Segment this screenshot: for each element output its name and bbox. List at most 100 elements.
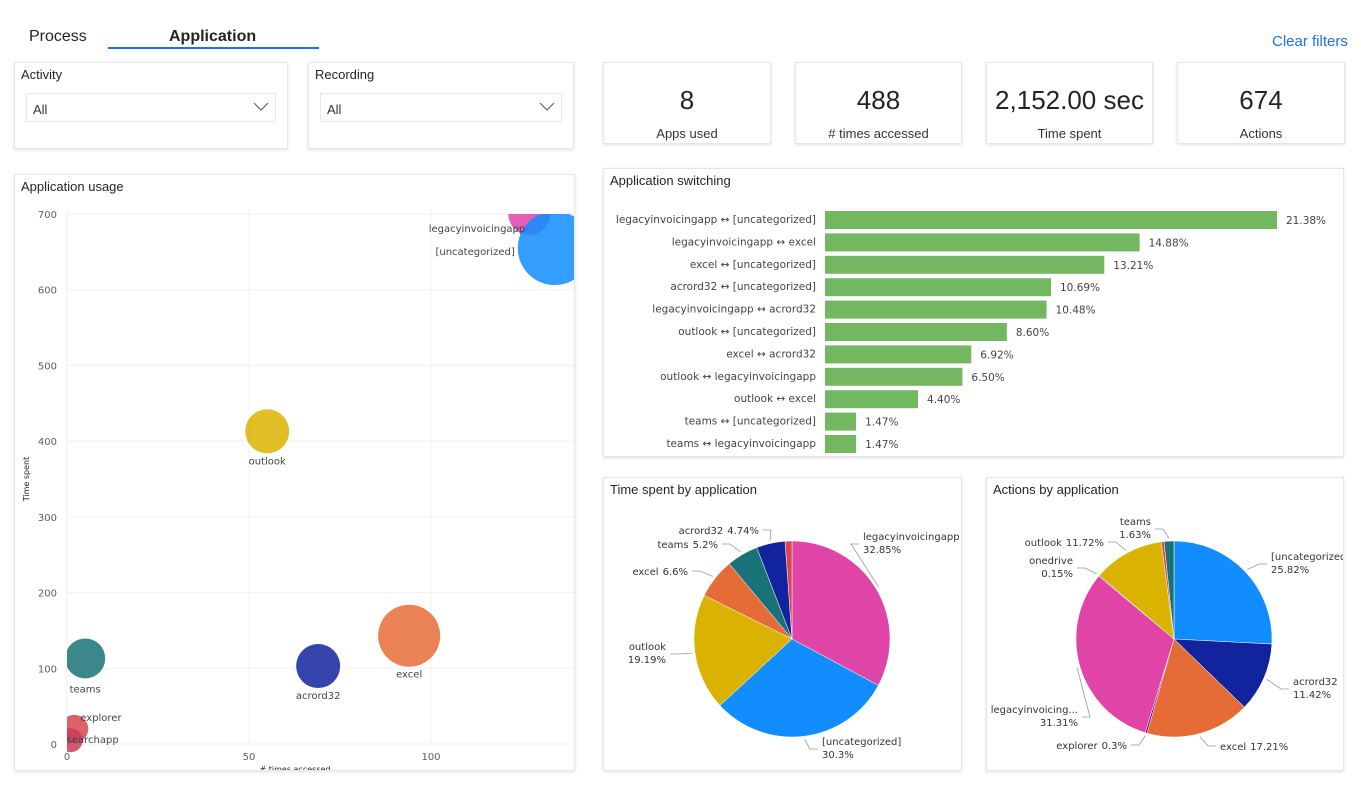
bubbles bbox=[67, 214, 574, 753]
bar-chart: legacyinvoicingapp ↔ [uncategorized] 21.3… bbox=[616, 211, 1326, 453]
leader-line bbox=[1077, 567, 1097, 575]
bar-category-label: excel ↔ acrord32 bbox=[726, 348, 816, 360]
pie-label: legacyinvoicingapp 32.85% bbox=[863, 532, 960, 556]
slice-name: legacyinvoicingapp bbox=[863, 532, 960, 543]
slice-name: explorer bbox=[1056, 741, 1098, 752]
pie-label: explorer 0.3% bbox=[1056, 741, 1127, 752]
chart-title: Application usage bbox=[21, 179, 124, 194]
kpi-label: Apps used bbox=[656, 126, 718, 141]
bar bbox=[825, 323, 1007, 341]
kpi-value: 8 bbox=[679, 85, 695, 115]
chevron-down-icon bbox=[539, 102, 555, 111]
slice-percent: 11.72% bbox=[1066, 538, 1104, 549]
slicer-title: Activity bbox=[21, 67, 63, 82]
chart-title: Actions by application bbox=[993, 482, 1119, 497]
y-tick-label: 600 bbox=[38, 286, 57, 297]
bar-data-label: 6.50% bbox=[971, 372, 1004, 384]
bubble-outlook bbox=[245, 409, 290, 454]
scatter-plot: 0 100 200 300 400 500 600 700 0 50 100 # times acce… bbox=[22, 210, 574, 770]
bubble-label: [uncategorized] bbox=[435, 247, 514, 258]
pie-label: acrord32 4.74% bbox=[679, 526, 759, 537]
leader-line bbox=[670, 652, 693, 655]
bar-data-label: 1.47% bbox=[865, 439, 898, 451]
recording-dropdown[interactable]: All bbox=[320, 93, 562, 122]
kpi-time-spent: 2,152.00 sec Time spent bbox=[986, 62, 1153, 144]
slice-percent: 5.2% bbox=[693, 540, 718, 551]
slice-percent: 0.3% bbox=[1102, 741, 1127, 752]
slice-percent: 19.19% bbox=[628, 655, 666, 666]
bar-category-label: excel ↔ [uncategorized] bbox=[690, 259, 816, 271]
bar-category-label: teams ↔ [uncategorized] bbox=[685, 416, 816, 428]
bar bbox=[825, 300, 1047, 319]
bar bbox=[825, 233, 1140, 252]
bar-data-label: 4.40% bbox=[927, 394, 960, 406]
slice-name: onedrive bbox=[1029, 556, 1073, 567]
pie-label: excel 6.6% bbox=[632, 567, 688, 578]
bar-category-label: outlook ↔ [uncategorized] bbox=[678, 326, 816, 338]
recording-slicer: Recording All bbox=[308, 62, 574, 149]
clear-filters-link[interactable]: Clear filters bbox=[1272, 33, 1348, 50]
x-tick-label: 0 bbox=[64, 752, 70, 763]
leader-line bbox=[763, 529, 772, 541]
leader-line bbox=[1076, 667, 1091, 718]
activity-dropdown[interactable]: All bbox=[26, 93, 276, 122]
tab-process[interactable]: Process bbox=[29, 28, 87, 45]
slice-name: [uncategorized] bbox=[822, 737, 901, 748]
slice-name: acrord32 bbox=[1293, 677, 1338, 688]
slice-percent: 0.15% bbox=[1041, 569, 1073, 580]
bubble-searchapp bbox=[67, 728, 83, 753]
tab-application[interactable]: Application bbox=[169, 28, 257, 45]
bar-data-label: 13.21% bbox=[1113, 260, 1153, 272]
bar bbox=[825, 278, 1051, 297]
bubble-label: outlook bbox=[249, 456, 286, 467]
y-tick-label: 200 bbox=[38, 589, 57, 600]
pie-label: acrord32 11.42% bbox=[1293, 677, 1338, 701]
bubble-label: teams bbox=[70, 684, 101, 695]
slicer-title: Recording bbox=[315, 67, 375, 82]
chart-title: Application switching bbox=[610, 173, 731, 188]
bar-data-label: 10.48% bbox=[1056, 305, 1096, 317]
bar-category-label: teams ↔ legacyinvoicingapp bbox=[666, 438, 816, 450]
chevron-down-icon bbox=[253, 102, 269, 111]
leader-line bbox=[692, 570, 713, 577]
pie-slice bbox=[1146, 638, 1245, 738]
pie-label: teams 1.63% bbox=[1119, 517, 1151, 541]
application-usage-chart: Application usage 0 100 200 300 400 500 600 700… bbox=[14, 174, 575, 771]
slice-percent: 6.6% bbox=[663, 567, 688, 578]
kpi-value: 674 bbox=[1239, 85, 1283, 115]
slice-percent: 31.31% bbox=[1040, 718, 1078, 729]
dropdown-value: All bbox=[33, 102, 48, 117]
pie-slice bbox=[1098, 541, 1175, 640]
kpi-label: Actions bbox=[1239, 126, 1283, 141]
bar-category-label: outlook ↔ legacyinvoicingapp bbox=[660, 371, 816, 383]
bar bbox=[825, 211, 1277, 229]
leader-line bbox=[1199, 736, 1216, 747]
bubble-teams bbox=[67, 638, 106, 679]
slice-name: acrord32 bbox=[679, 526, 724, 537]
slice-name: teams bbox=[1120, 517, 1151, 528]
pie-label: [uncategorized] 25.82% bbox=[1271, 552, 1344, 576]
pie-chart: legacyinvoicingapp 32.85% [uncategorized] 3… bbox=[628, 526, 960, 761]
bar-category-label: legacyinvoicingapp ↔ acrord32 bbox=[652, 304, 816, 316]
bar-data-label: 1.47% bbox=[865, 417, 898, 429]
leader-line bbox=[722, 543, 742, 553]
dropdown-value: All bbox=[327, 102, 342, 117]
x-tick-label: 50 bbox=[243, 752, 256, 763]
bubble-label: searchapp bbox=[67, 735, 119, 746]
slice-percent: 4.74% bbox=[727, 526, 759, 537]
slice-name: teams bbox=[657, 540, 688, 551]
bar bbox=[825, 435, 857, 453]
kpi-value: 2,152.00 sec bbox=[995, 85, 1144, 115]
pie-slice bbox=[1163, 540, 1175, 640]
bar-category-label: legacyinvoicingapp ↔ [uncategorized] bbox=[616, 214, 816, 226]
leader-line bbox=[804, 739, 818, 750]
slice-percent: 17.21% bbox=[1250, 742, 1288, 753]
chart-title: Time spent by application bbox=[610, 482, 757, 497]
leader-line bbox=[1247, 563, 1267, 570]
pie-slice bbox=[1173, 638, 1273, 708]
bar-category-label: legacyinvoicingapp ↔ excel bbox=[672, 236, 816, 248]
slice-name: [uncategorized] bbox=[1271, 552, 1344, 563]
x-tick-label: 100 bbox=[421, 752, 440, 763]
y-tick-label: 400 bbox=[38, 437, 57, 448]
y-tick-label: 100 bbox=[38, 664, 57, 675]
